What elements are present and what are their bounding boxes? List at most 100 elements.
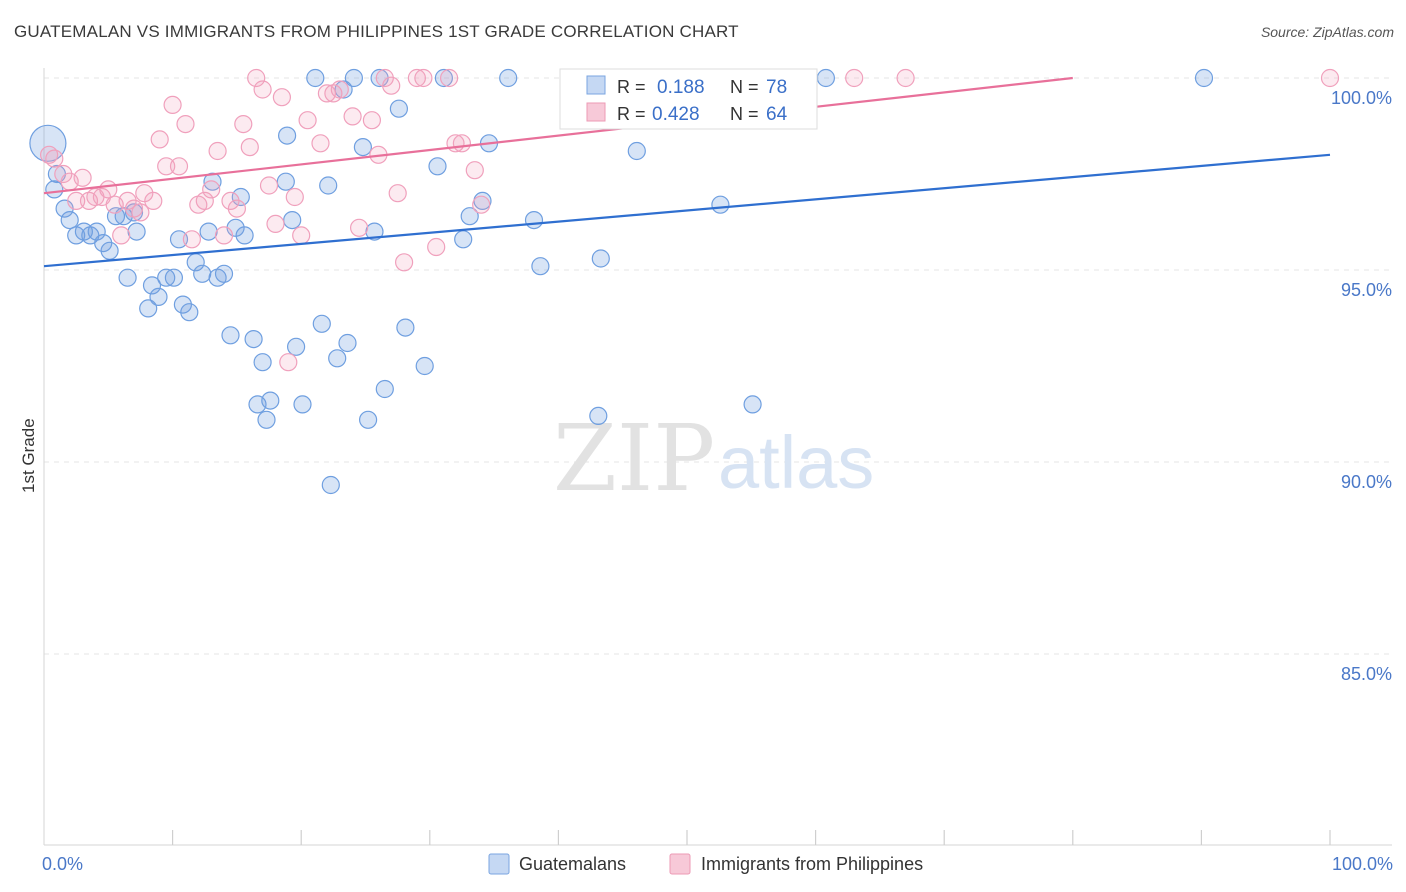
guatemalan-point	[293, 395, 312, 414]
guatemalan-point	[231, 187, 250, 207]
guatemalan-point	[106, 207, 126, 226]
philippines-point	[382, 76, 401, 95]
watermark: ZIP atlas	[553, 405, 874, 512]
guatemalan-point	[816, 68, 836, 88]
philippines-point	[388, 184, 407, 203]
guatemalan-point	[328, 349, 347, 368]
philippines-point	[157, 157, 176, 176]
guatemalan-point	[60, 211, 79, 230]
guatemalan-point	[261, 391, 280, 410]
philippines-point	[350, 218, 369, 237]
source-label: Source: ZipAtlas.com	[1260, 24, 1394, 40]
legend-r-label-2: R =	[617, 104, 646, 124]
trend-line-philippines	[43, 76, 1073, 195]
guatemalan-point	[100, 241, 119, 260]
y-axis-title: 1st Grade	[19, 418, 38, 493]
x-ticks	[172, 830, 1331, 845]
philippines-point	[112, 226, 131, 245]
guatemalan-point	[591, 249, 610, 268]
bottom-legend-swatch-pink	[669, 853, 691, 875]
philippines-point	[240, 138, 259, 157]
guatemalan-point	[1194, 68, 1214, 88]
guatemalan-point	[319, 176, 338, 195]
trend-line-guatemalans	[43, 153, 1331, 268]
philippines-point	[214, 226, 234, 245]
guatemalan-point	[180, 303, 199, 322]
guatemalan-point	[365, 222, 384, 241]
guatemalan-point	[142, 276, 162, 295]
legend-n-value-2: 64	[766, 104, 788, 125]
guatemalan-point	[139, 299, 158, 318]
philippines-point	[414, 68, 433, 88]
guatemalan-point	[359, 410, 378, 429]
legend-n-label-1: N =	[730, 77, 759, 97]
philippines-point	[472, 195, 491, 214]
philippines-point	[247, 68, 266, 88]
legend-swatch-blue	[586, 75, 606, 95]
y-tick-labels: 100.0% 95.0% 90.0% 85.0%	[1331, 88, 1392, 684]
guatemalan-point	[627, 141, 646, 161]
philippines-point	[67, 191, 86, 210]
philippines-point	[73, 168, 92, 187]
guatemalan-point	[287, 337, 306, 356]
guatemalan-point	[283, 211, 302, 230]
guatemalan-point	[338, 333, 357, 353]
philippines-point	[45, 149, 64, 168]
philippines-point	[272, 88, 291, 107]
x-tick-label-end: 100.0%	[1332, 854, 1393, 874]
philippines-point	[253, 80, 272, 99]
guatemalan-point	[214, 264, 234, 283]
bottom-legend-label-1: Guatemalans	[519, 854, 626, 874]
guatemalan-point	[203, 172, 222, 191]
philippines-point	[343, 107, 362, 126]
philippines-point	[150, 130, 169, 149]
y-tick-label: 85.0%	[1341, 664, 1392, 684]
philippines-point	[440, 68, 459, 88]
guatemalan-point	[164, 268, 183, 287]
guatemalan-point	[169, 230, 189, 249]
guatemalan-point	[193, 264, 212, 283]
guatemalan-point	[199, 222, 218, 241]
guatemalan-point	[124, 203, 144, 222]
philippines-point	[292, 226, 311, 245]
x-tick-label-start: 0.0%	[42, 854, 83, 874]
trend-lines	[43, 76, 1331, 268]
philippines-point	[452, 134, 471, 153]
philippines-point	[279, 353, 298, 372]
philippines-point	[202, 180, 221, 199]
philippines-point	[362, 111, 381, 130]
y-tick-label: 90.0%	[1341, 472, 1392, 492]
guatemalan-point	[278, 126, 297, 145]
watermark-atlas: atlas	[718, 421, 874, 504]
philippines-point	[896, 68, 915, 88]
legend-box: R = 0.188 N = 78 R = 0.428 N = 64	[559, 68, 818, 130]
guatemalan-point	[743, 395, 762, 414]
guatemalan-point	[415, 356, 434, 376]
philippines-point	[131, 203, 150, 222]
guatemalan-point	[711, 195, 730, 214]
guatemalan-point	[460, 207, 479, 226]
philippines-point	[176, 114, 195, 134]
guatemalan-point	[45, 180, 64, 199]
y-tick-label: 100.0%	[1331, 88, 1392, 108]
philippines-point	[144, 191, 163, 210]
guatemalan-point	[173, 295, 192, 314]
guatemalan-point	[389, 99, 408, 118]
philippines-point	[845, 68, 864, 88]
guatemalan-point	[312, 314, 331, 333]
guatemalan-point	[149, 287, 168, 306]
y-tick-label: 95.0%	[1341, 280, 1392, 300]
guatemalan-point	[221, 326, 240, 345]
guatemalan-point	[454, 230, 473, 249]
philippines-point	[182, 230, 201, 249]
guatemalan-point	[531, 257, 550, 276]
watermark-zip: ZIP	[553, 405, 715, 512]
guatemalan-point	[127, 222, 146, 241]
grid	[44, 77, 1392, 655]
guatemalan-point	[375, 379, 394, 399]
philippines-point	[298, 111, 317, 130]
guatemalan-point	[244, 330, 263, 349]
guatemalan-point	[353, 138, 372, 157]
guatemalan-point	[235, 226, 254, 245]
guatemalan-point	[157, 268, 176, 287]
